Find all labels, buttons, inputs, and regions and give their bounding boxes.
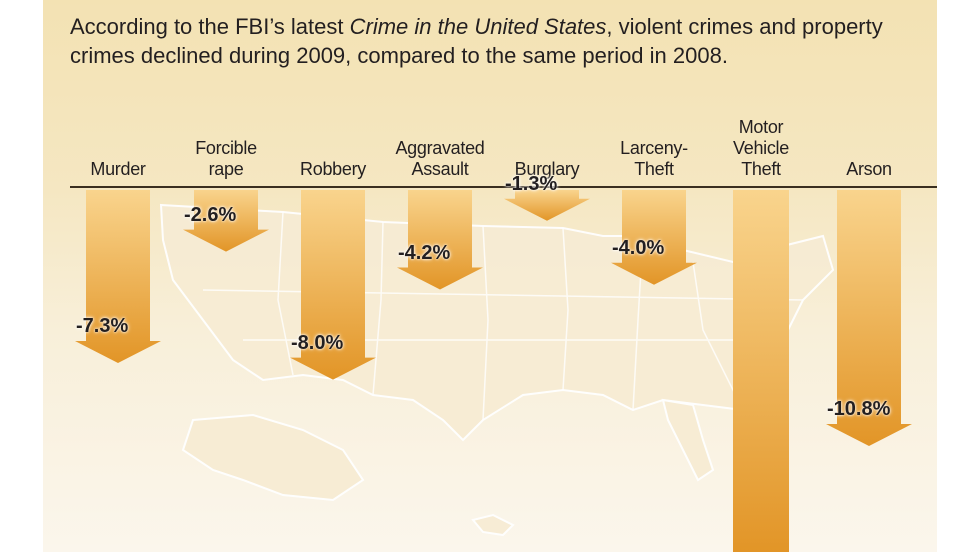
arrow-bar-3 — [290, 190, 376, 380]
value-label: -4.0% — [612, 236, 665, 259]
value-label: -8.0% — [291, 331, 344, 354]
alaska-shape — [181, 413, 365, 502]
value-label: -1.3% — [505, 172, 558, 195]
category-label: Forcible rape — [195, 138, 257, 179]
value-label: -4.2% — [398, 241, 451, 264]
arrow-chart — [75, 190, 912, 552]
chart-baseline — [70, 186, 937, 188]
value-label: -10.8% — [827, 397, 891, 420]
hawaii-shape — [471, 513, 515, 537]
intro-text-report-title: Crime in the United States — [349, 14, 607, 39]
category-label: Motor Vehicle Theft — [733, 117, 789, 179]
category-label: Burglary — [514, 159, 580, 179]
florida-shape — [661, 398, 715, 482]
arrow-bar-8 — [826, 190, 912, 446]
infographic-panel: According to the FBI’s latest Crime in t… — [43, 0, 937, 552]
category-label: Aggravated Assault — [395, 138, 485, 179]
category-label: Murder — [90, 159, 146, 179]
value-label: -7.3% — [76, 315, 129, 337]
arrow-bar-2 — [183, 190, 269, 252]
arrow-bar-7 — [733, 190, 789, 552]
arrow-bar-4 — [397, 190, 483, 290]
intro-text-part1: According to the FBI’s latest — [70, 14, 350, 39]
arrow-bar-6 — [611, 190, 697, 285]
intro-text: According to the FBI’s latest Crime in t… — [70, 12, 920, 70]
value-label: -2.6% — [184, 203, 237, 226]
arrow-bar-5 — [504, 190, 590, 221]
category-label: Arson — [846, 159, 892, 179]
arrow-bar-1 — [75, 190, 161, 364]
category-label: Robbery — [300, 159, 366, 179]
category-label: Larceny- Theft — [620, 138, 688, 179]
intro-text-part2: , violent crimes and property crimes dec… — [70, 14, 883, 68]
